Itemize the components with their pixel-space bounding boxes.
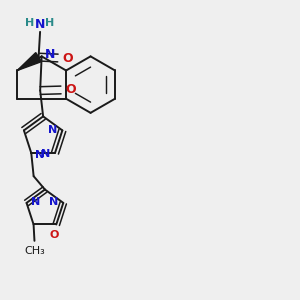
Text: O: O	[62, 52, 73, 64]
Text: O: O	[49, 230, 58, 240]
Text: N: N	[31, 197, 40, 207]
Text: N: N	[48, 125, 58, 135]
Text: H: H	[26, 18, 35, 28]
Text: N: N	[35, 18, 45, 31]
Text: O: O	[65, 83, 76, 97]
Text: H: H	[45, 18, 55, 28]
Text: N: N	[41, 148, 50, 159]
Text: N: N	[49, 197, 58, 207]
Text: CH₃: CH₃	[24, 246, 45, 256]
Polygon shape	[17, 52, 41, 70]
Text: N: N	[45, 48, 56, 62]
Text: N: N	[35, 150, 45, 161]
